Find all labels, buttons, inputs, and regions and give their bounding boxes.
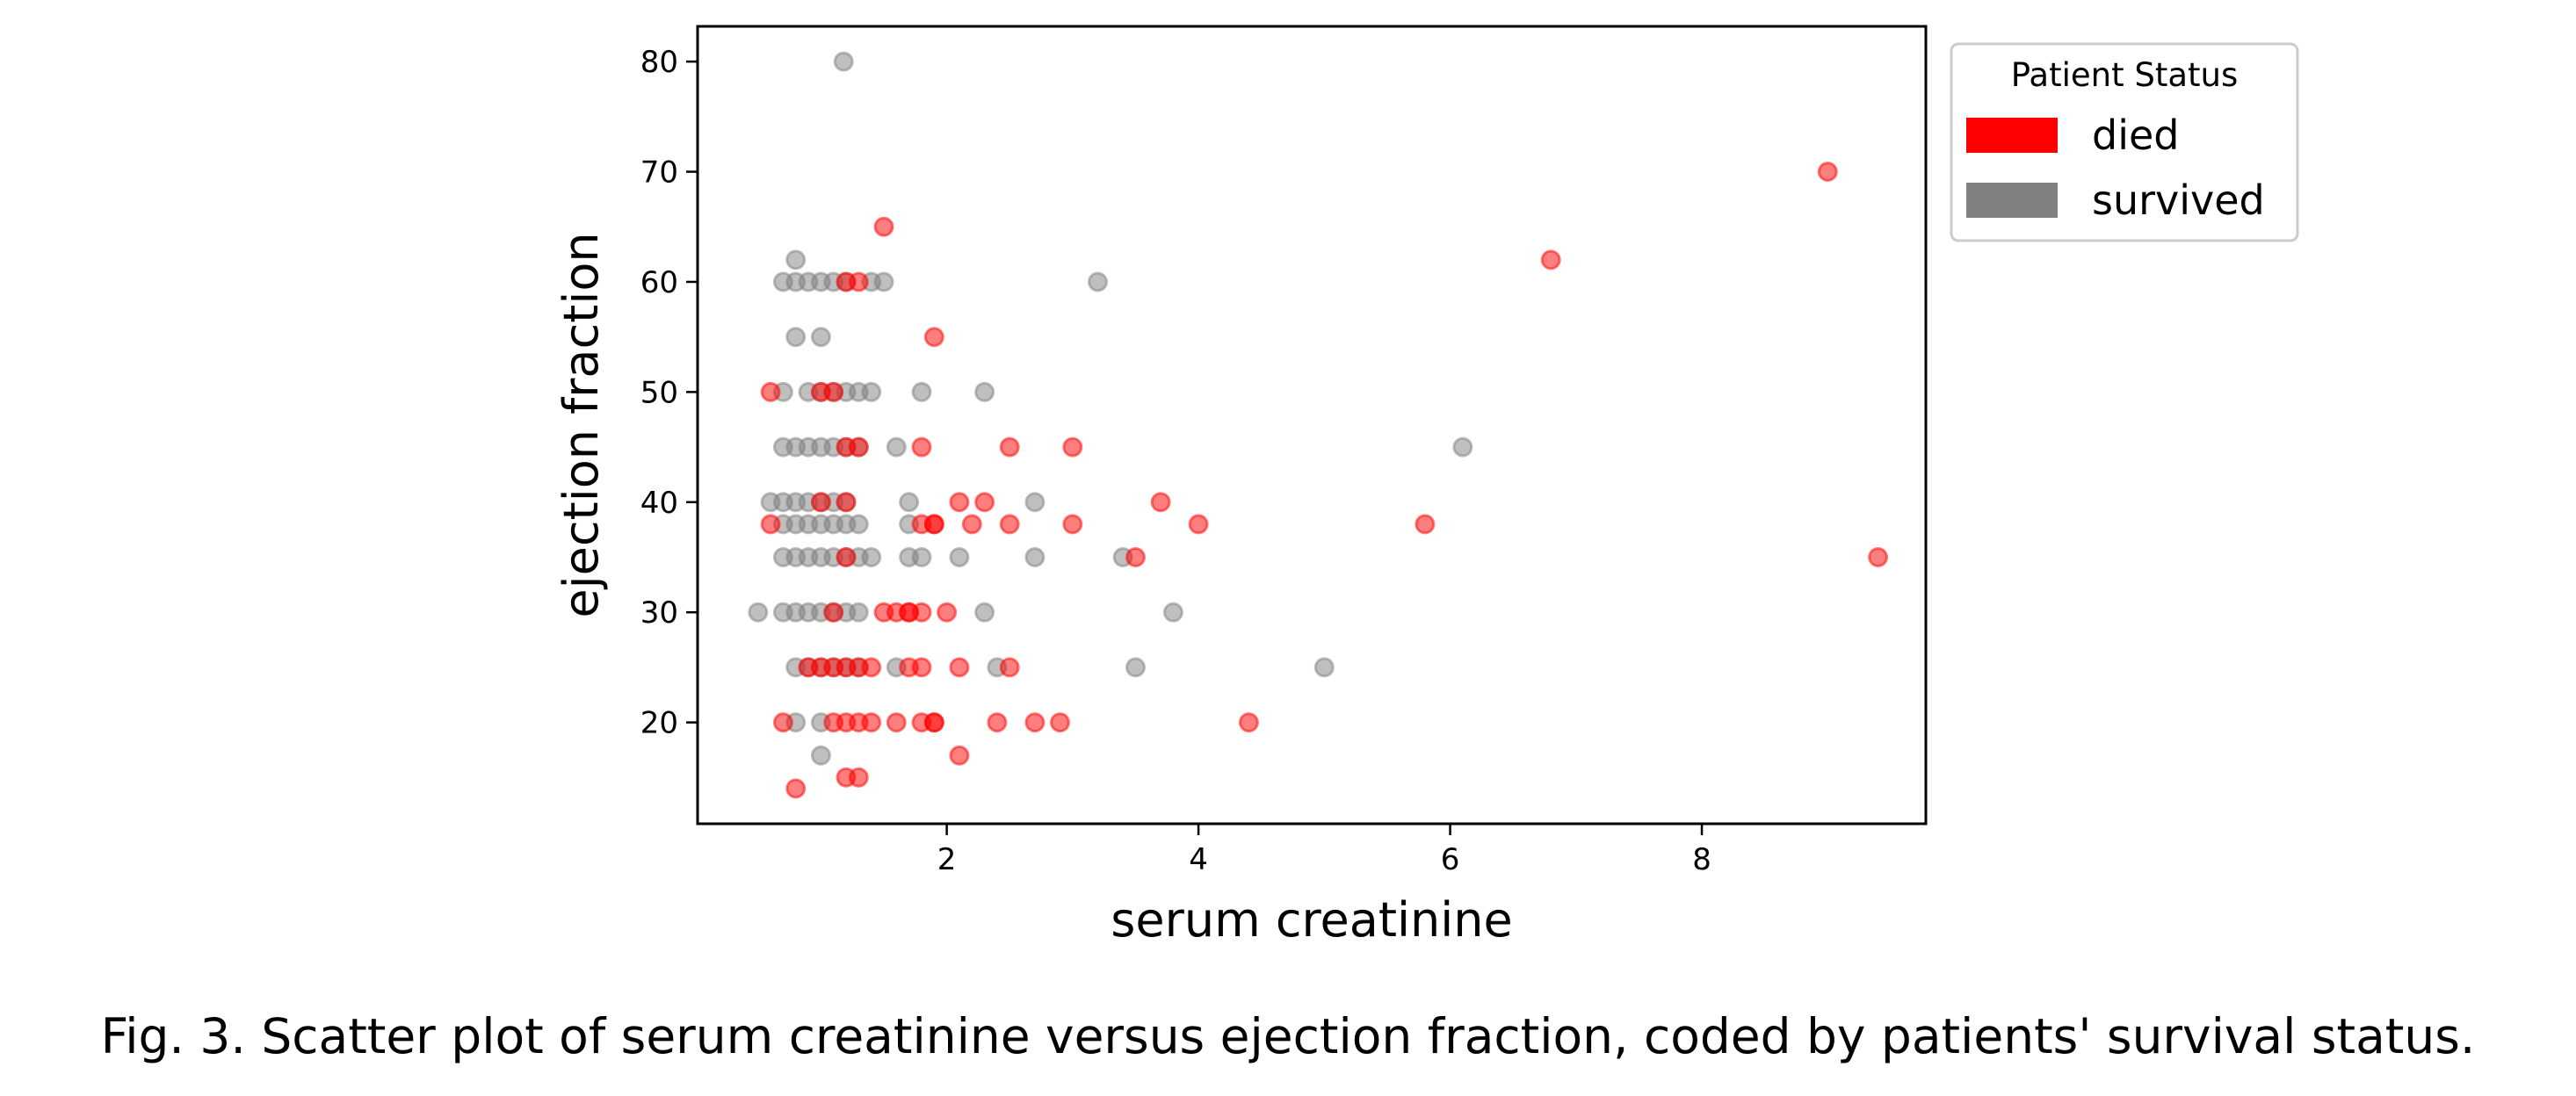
data-point-died <box>1024 712 1046 733</box>
data-point-died <box>1150 492 1171 513</box>
data-point-survived <box>1024 492 1046 513</box>
data-point-survived <box>886 436 907 458</box>
data-point-died <box>1125 547 1146 567</box>
plot-area <box>748 51 1889 799</box>
data-point-died <box>785 778 807 799</box>
data-point-died <box>848 436 869 458</box>
plot-frame <box>696 25 1928 826</box>
data-point-died <box>1540 249 1561 270</box>
data-point-survived <box>873 271 894 292</box>
data-point-died <box>810 492 831 513</box>
data-point-died <box>923 327 944 348</box>
data-point-survived <box>848 514 869 535</box>
x-tick-label: 2 <box>937 842 957 877</box>
data-point-died <box>999 436 1020 458</box>
legend-title: Patient Status <box>2011 56 2239 94</box>
data-point-died <box>836 547 857 567</box>
data-point-died <box>823 602 844 623</box>
data-point-survived <box>1452 436 1473 458</box>
data-point-died <box>937 602 958 623</box>
data-point-died <box>949 745 970 766</box>
data-point-survived <box>861 381 882 402</box>
data-point-survived <box>974 381 995 402</box>
y-tick-label: 40 <box>640 486 678 521</box>
data-point-died <box>1062 514 1083 535</box>
data-point-survived <box>899 492 920 513</box>
data-point-survived <box>1024 547 1046 567</box>
data-point-died <box>999 514 1020 535</box>
legend: Patient Status died survived <box>1950 42 2299 242</box>
data-point-died <box>1868 547 1889 567</box>
y-tick-label: 80 <box>640 45 678 80</box>
data-point-died <box>999 657 1020 678</box>
data-point-died <box>1050 712 1070 733</box>
data-point-died <box>1817 162 1838 182</box>
data-point-died <box>848 271 869 292</box>
x-tick-label: 8 <box>1692 842 1711 877</box>
data-point-died <box>823 381 844 402</box>
data-point-survived <box>1125 657 1146 678</box>
data-point-survived <box>810 327 831 348</box>
data-point-survived <box>785 327 807 348</box>
x-axis: 2 4 6 8 <box>937 824 1711 877</box>
data-point-survived <box>833 51 854 72</box>
data-point-died <box>1238 712 1259 733</box>
x-axis-title: serum creatinine <box>1111 892 1512 948</box>
data-point-died <box>848 767 869 788</box>
x-tick-label: 4 <box>1189 842 1208 877</box>
data-point-died <box>949 657 970 678</box>
data-point-survived <box>911 381 932 402</box>
data-point-died <box>1415 514 1436 535</box>
data-point-died <box>974 492 995 513</box>
data-point-died <box>861 657 882 678</box>
data-point-died <box>1188 514 1209 535</box>
legend-label-survived: survived <box>2092 177 2265 224</box>
data-point-survived <box>974 602 995 623</box>
y-tick-label: 20 <box>640 706 678 741</box>
data-point-survived <box>848 602 869 623</box>
data-point-survived <box>1313 657 1335 678</box>
data-point-died <box>836 492 857 513</box>
y-axis: 20 30 40 50 60 70 80 <box>640 45 698 741</box>
data-point-died <box>911 436 932 458</box>
y-tick-label: 60 <box>640 265 678 300</box>
data-point-died <box>760 514 781 535</box>
y-tick-label: 50 <box>640 375 678 410</box>
data-point-survived <box>810 745 831 766</box>
y-tick-label: 70 <box>640 155 678 191</box>
data-point-survived <box>785 249 807 270</box>
data-point-died <box>961 514 982 535</box>
legend-label-died: died <box>2092 112 2179 159</box>
data-point-died <box>861 712 882 733</box>
data-point-died <box>772 712 793 733</box>
data-point-died <box>987 712 1008 733</box>
data-point-survived <box>1162 602 1183 623</box>
data-point-died <box>949 492 970 513</box>
data-point-died <box>1062 436 1083 458</box>
data-point-survived <box>861 547 882 567</box>
figure-caption: Fig. 3. Scatter plot of serum creatinine… <box>100 1008 2476 1064</box>
data-point-survived <box>949 547 970 567</box>
legend-swatch-survived <box>1966 183 2058 218</box>
data-point-died <box>873 216 894 237</box>
data-point-survived <box>748 602 769 623</box>
data-point-died <box>886 712 907 733</box>
data-point-died <box>923 514 944 535</box>
series-died <box>760 162 1889 799</box>
data-point-died <box>923 712 944 733</box>
y-axis-title: ejection fraction <box>554 232 609 617</box>
data-point-died <box>760 381 781 402</box>
data-point-survived <box>1088 271 1108 292</box>
data-point-died <box>911 657 932 678</box>
data-point-survived <box>911 547 932 567</box>
legend-swatch-died <box>1966 118 2058 153</box>
data-point-died <box>911 602 932 623</box>
y-tick-label: 30 <box>640 595 678 631</box>
x-tick-label: 6 <box>1441 842 1460 877</box>
